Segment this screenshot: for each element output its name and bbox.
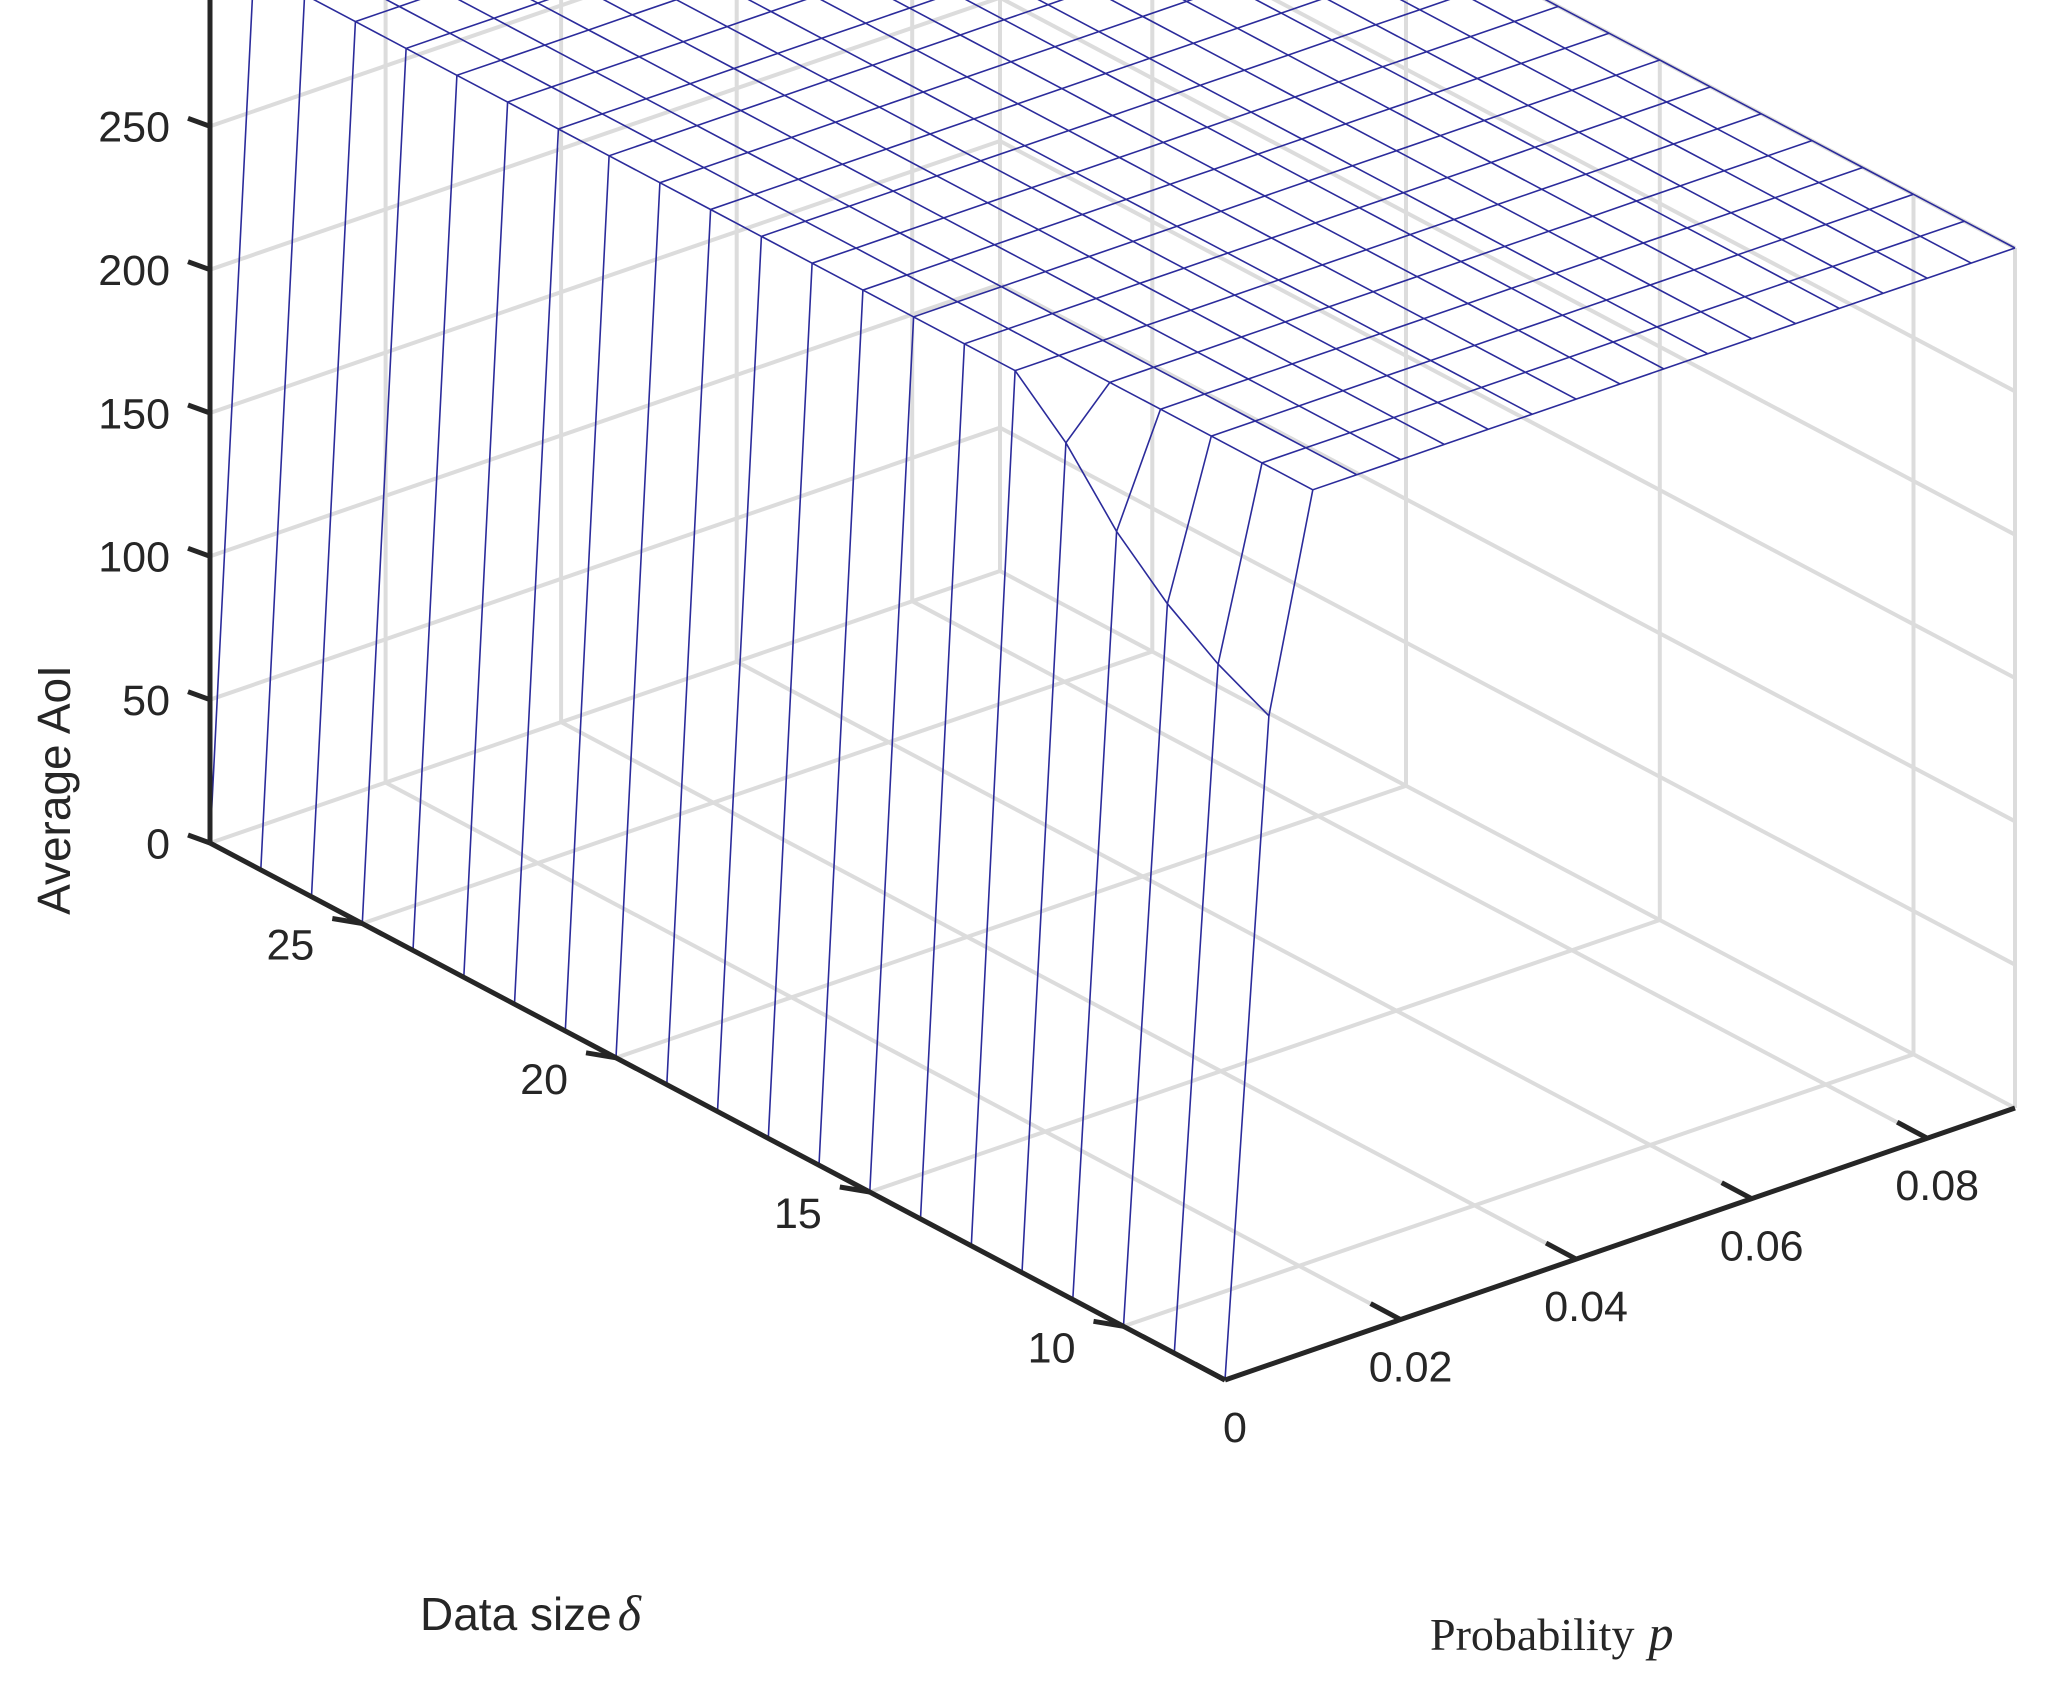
y-tick-label: 15 bbox=[774, 1190, 822, 1238]
mesh-line-constant-probability bbox=[1037, 0, 1709, 355]
mesh-line-constant-datasize bbox=[919, 86, 1711, 1219]
y-tick-label: 10 bbox=[1028, 1324, 1076, 1372]
floor-grid-line bbox=[735, 659, 1753, 1201]
y-axis-line bbox=[208, 840, 1227, 1383]
x-axis-title: Probability p bbox=[1430, 1605, 1673, 1661]
mesh-line-constant-probability bbox=[964, 0, 1665, 370]
y-tick-mark bbox=[1093, 1318, 1124, 1329]
z-tick-label: 150 bbox=[98, 390, 170, 438]
mesh-line-constant-probability bbox=[892, 0, 1621, 385]
x-tick-label: 0.06 bbox=[1720, 1223, 1804, 1271]
y-tick-mark bbox=[331, 916, 363, 926]
y-tick-label: 20 bbox=[520, 1056, 568, 1104]
x-tick-label: 0.04 bbox=[1544, 1283, 1628, 1331]
mesh-line-constant-probability bbox=[1472, 0, 1972, 264]
floor-grid-line bbox=[560, 720, 1578, 1261]
x-tick-mark bbox=[1544, 1240, 1578, 1262]
back-wall-grid-line bbox=[209, 569, 1001, 845]
mesh-line-constant-probability bbox=[1182, 0, 1796, 325]
mesh-line-constant-datasize bbox=[818, 32, 1610, 1166]
mesh-line-constant-datasize bbox=[513, 0, 936, 1005]
z-tick-label: 300 bbox=[98, 0, 170, 8]
z-tick-label: 250 bbox=[98, 104, 170, 152]
z-axis-title: Average AoI bbox=[28, 665, 80, 915]
mesh-line-constant-datasize bbox=[463, 0, 807, 978]
mesh-line-constant-datasize bbox=[310, 0, 421, 897]
side-wall-grid-line bbox=[999, 139, 2016, 680]
back-wall-grid-line bbox=[209, 139, 1001, 415]
x-tick-label: 0.02 bbox=[1369, 1344, 1453, 1392]
x-axis-title-text: Probability bbox=[1430, 1609, 1634, 1660]
z-tick-mark bbox=[187, 545, 211, 559]
side-wall-grid-line bbox=[1271, 0, 2016, 394]
floor-grid-line bbox=[615, 783, 1407, 1060]
z-tick-label: 0 bbox=[146, 820, 170, 868]
z-tick-mark bbox=[187, 115, 211, 129]
mesh-line-constant-probability bbox=[1109, 0, 1753, 340]
mesh-line-constant-probability bbox=[1254, 0, 1840, 310]
x-axis-line bbox=[1224, 1105, 2016, 1383]
y-tick-mark bbox=[585, 1050, 617, 1061]
back-wall-grid-line bbox=[209, 0, 1000, 272]
mesh-line-constant-datasize bbox=[260, 0, 306, 870]
floor-grid-line bbox=[869, 918, 1661, 1194]
mesh-line-constant-probability bbox=[457, 0, 1358, 476]
floor-grid-line bbox=[361, 649, 1153, 926]
mesh-line-constant-datasize bbox=[666, 0, 1322, 1085]
x-tick-label: 0.08 bbox=[1895, 1162, 1979, 1210]
z-tick-mark bbox=[187, 689, 211, 703]
floor-grid-line bbox=[384, 780, 1402, 1322]
axis-labels: Average AoI Data size δ Probability p 0 50 1… bbox=[28, 0, 1979, 1661]
mesh-line-constant-probability bbox=[1399, 0, 1928, 279]
y-axis-title: Data size δ bbox=[420, 1585, 642, 1641]
mesh-line-constant-datasize bbox=[1072, 166, 1864, 1300]
surface-mesh bbox=[209, 0, 2016, 1381]
grid bbox=[208, 0, 2017, 1382]
mesh-line-constant-datasize bbox=[1173, 220, 1965, 1354]
y-axis-title-symbol: δ bbox=[618, 1585, 642, 1641]
mesh-line-constant-probability bbox=[385, 0, 1314, 491]
y-tick-mark bbox=[839, 1184, 871, 1195]
x-tick-label: 0 bbox=[1223, 1404, 1247, 1452]
x-tick-mark bbox=[1193, 1361, 1227, 1383]
floor-grid-line bbox=[911, 599, 1929, 1140]
mesh-line-constant-probability bbox=[819, 0, 1577, 400]
back-wall-grid-line bbox=[209, 282, 1001, 559]
floor-grid-line bbox=[1122, 1052, 1915, 1329]
side-wall-grid-line bbox=[999, 569, 2016, 1110]
z-tick-label: 200 bbox=[98, 247, 170, 295]
mesh-line-constant-datasize bbox=[1021, 139, 1813, 1273]
x-tick-mark bbox=[1369, 1301, 1402, 1322]
x-axis-title-symbol: p bbox=[1645, 1605, 1673, 1661]
back-wall-grid-line bbox=[209, 0, 583, 129]
side-wall-grid-line bbox=[999, 282, 2016, 824]
mesh-line-constant-probability bbox=[675, 0, 1489, 431]
mesh-line-constant-datasize bbox=[970, 113, 1762, 1246]
mesh-line-constant-datasize bbox=[767, 5, 1559, 1139]
z-tick-mark bbox=[187, 402, 211, 416]
side-wall-grid-line bbox=[999, 425, 2016, 967]
x-tick-mark bbox=[1720, 1180, 1753, 1201]
y-axis-title-text: Data size bbox=[420, 1588, 612, 1640]
mesh-line-constant-datasize bbox=[1122, 193, 1914, 1327]
mesh-line-constant-datasize bbox=[615, 0, 1194, 1058]
side-wall-grid-line bbox=[1000, 0, 2016, 537]
z-tick-label: 100 bbox=[98, 534, 170, 582]
mesh-line-constant-probability bbox=[530, 0, 1401, 461]
x-tick-mark bbox=[1896, 1119, 1929, 1141]
axes bbox=[187, 0, 2016, 1383]
mesh-line-constant-probability bbox=[1327, 0, 1884, 295]
mesh-line-constant-probability bbox=[747, 0, 1533, 415]
z-tick-mark bbox=[187, 832, 211, 846]
z-tick-label: 50 bbox=[122, 677, 170, 725]
mesh-line-constant-probability bbox=[602, 0, 1445, 446]
back-wall-grid-line bbox=[209, 425, 1001, 702]
mesh-line-constant-datasize bbox=[869, 59, 1661, 1193]
z-tick-mark bbox=[187, 259, 211, 273]
mesh-line-constant-probability bbox=[312, 0, 1270, 717]
y-tick-label: 25 bbox=[266, 922, 314, 970]
mesh-line-constant-probability bbox=[1544, 0, 2016, 249]
